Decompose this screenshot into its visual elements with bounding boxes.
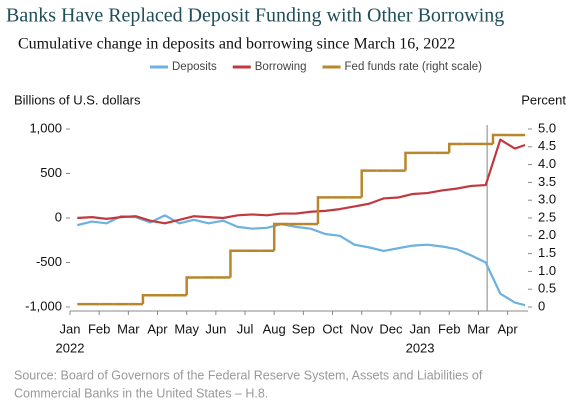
chart-title: Banks Have Replaced Deposit Funding with… (6, 5, 504, 27)
line-step (316, 196, 333, 225)
line-step (360, 169, 377, 198)
y2-tick-label: 0.5 (538, 281, 556, 296)
y-tick-label: 0 (55, 209, 62, 224)
y2-tick-label: 1.0 (538, 263, 556, 278)
y-tick-label: 500 (40, 165, 62, 180)
legend-label: Fed funds rate (right scale) (345, 61, 483, 73)
chart-subtitle: Cumulative change in deposits and borrow… (18, 36, 455, 53)
y2-tick-label: 0 (538, 298, 545, 313)
source: Commercial Banks in the United States – … (14, 386, 268, 400)
y2-tick-label: 5.0 (538, 120, 556, 135)
x-tick-label: Jul (237, 321, 254, 336)
line (77, 138, 526, 225)
line-step (272, 222, 289, 251)
y2-tick-label: 4.5 (538, 138, 556, 153)
y-tick-label: -500 (36, 254, 62, 269)
y2-tick-label: 2.5 (538, 209, 556, 224)
y2-tick-label: 1.5 (538, 245, 556, 260)
y-axis-label: Billions of U.S. dollars (14, 92, 141, 107)
line (77, 214, 526, 307)
line-step (229, 249, 246, 278)
x-tick-label: Mar (467, 321, 490, 336)
x-tick-label: Apr (497, 321, 518, 336)
line-step (185, 276, 202, 296)
x-tick-label: Jan (60, 321, 81, 336)
y2-tick-label: 4.0 (538, 156, 556, 171)
x-tick-label: Jun (205, 321, 226, 336)
source: Source: Board of Governors of the Federa… (14, 368, 483, 382)
x-year-label: 2023 (406, 340, 435, 355)
line-step (141, 294, 158, 305)
x-tick-label: Aug (263, 321, 286, 336)
x-tick-label: Mar (117, 321, 140, 336)
y2-tick-label: 3.0 (538, 192, 556, 207)
y-tick-label: -1,000 (25, 298, 62, 313)
x-tick-label: Apr (147, 321, 168, 336)
y-tick-label: 1,000 (29, 120, 62, 135)
x-tick-label: Oct (322, 321, 343, 336)
line-step (404, 151, 421, 171)
x-tick-label: Sep (292, 321, 315, 336)
line-step (491, 133, 508, 144)
line-step (447, 142, 464, 153)
x-tick-label: Feb (88, 321, 110, 336)
legend-label: Borrowing (255, 61, 307, 73)
x-tick-label: Dec (379, 321, 403, 336)
y2-axis-label: Percent (521, 92, 566, 107)
legend-label: Deposits (172, 61, 217, 73)
x-tick-label: Nov (350, 321, 374, 336)
x-year-label: 2022 (56, 340, 85, 355)
x-tick-label: Jan (410, 321, 431, 336)
y2-tick-label: 3.5 (538, 174, 556, 189)
x-tick-label: May (174, 321, 199, 336)
x-tick-label: Feb (438, 321, 460, 336)
y2-tick-label: 2.0 (538, 227, 556, 242)
